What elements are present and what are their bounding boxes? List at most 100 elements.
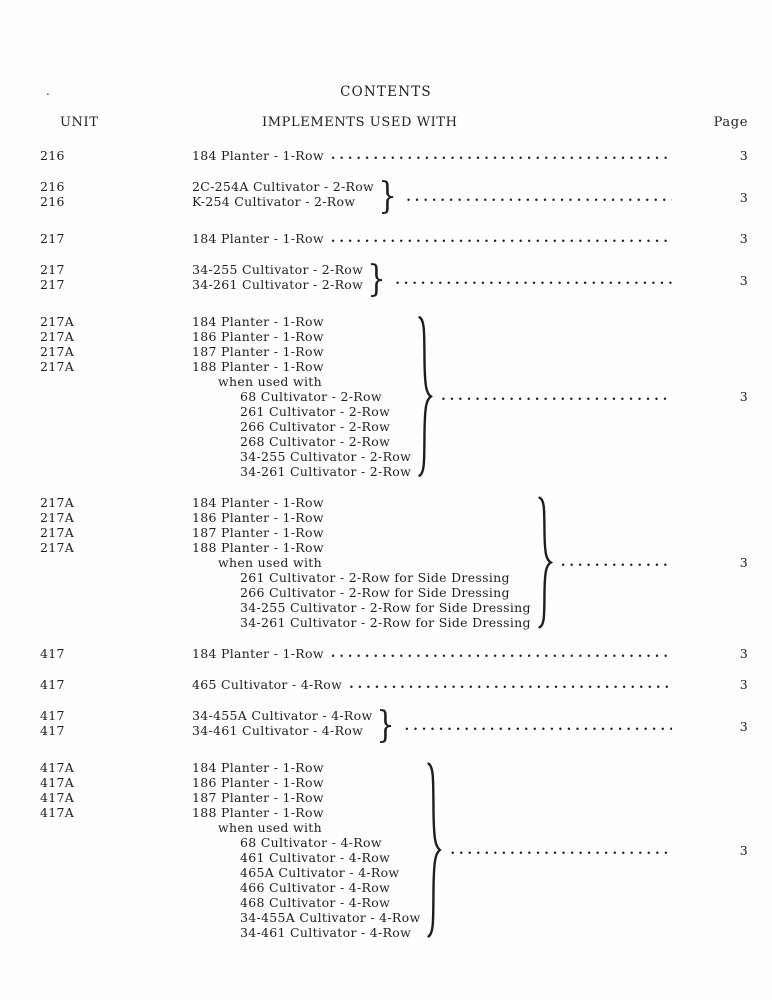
implement-line: 34-461 Cultivator - 4-Row	[240, 925, 412, 940]
table-row: 417 417 34-455A Cultivator - 4-Row 34-461 …	[40, 708, 748, 744]
implement-line: 466 Cultivator - 4-Row	[240, 880, 391, 895]
column-headers: UNIT IMPLEMENTS USED WITH Page	[40, 115, 748, 130]
page-title: CONTENTS	[340, 84, 432, 100]
dot-leader: ........................................…	[404, 718, 672, 734]
stray-ink-mark: .	[46, 84, 50, 98]
unit-column: 217A 217A 217A 217A	[40, 495, 192, 555]
implement-line: 266 Cultivator - 2-Row for Side Dressing	[240, 585, 510, 600]
unit-number: 417A	[40, 760, 75, 775]
page-number: 3	[739, 677, 748, 692]
unit-column: 216 216	[40, 179, 192, 209]
dot-leader: ........................................…	[395, 272, 672, 288]
implement-line: 465A Cultivator - 4-Row	[240, 865, 400, 880]
implement-column: 184 Planter - 1-Row 186 Planter - 1-Row 18…	[192, 760, 420, 940]
table-row: 216 184 Planter - 1-Row ................…	[40, 148, 748, 163]
unit-number: 417A	[40, 790, 75, 805]
page-number: 3	[739, 148, 748, 163]
unit-number: 216	[40, 179, 65, 194]
implement-column: 34-255 Cultivator - 2-Row 34-261 Cultivat…	[192, 262, 363, 292]
implement-line: 68 Cultivator - 2-Row	[240, 389, 382, 404]
unit-number: 216	[40, 148, 65, 163]
page-number: 3	[739, 189, 748, 205]
dot-leader: ........................................…	[450, 842, 672, 858]
implement-line: 34-461 Cultivator - 4-Row	[192, 723, 364, 738]
implement-line: 266 Cultivator - 2-Row	[240, 419, 391, 434]
unit-column: 217	[40, 231, 192, 246]
implement-column: 184 Planter - 1-Row 186 Planter - 1-Row 18…	[192, 495, 531, 630]
implement-column: 184 Planter - 1-Row	[192, 148, 324, 163]
curly-brace-icon: }	[378, 176, 397, 217]
implement-line: 187 Planter - 1-Row	[192, 525, 324, 540]
implement-line: 34-255 Cultivator - 2-Row for Side Dress…	[240, 600, 531, 615]
implement-line: 261 Cultivator - 2-Row	[240, 404, 391, 419]
implement-line: 461 Cultivator - 4-Row	[240, 850, 391, 865]
unit-number: 217	[40, 277, 65, 292]
implement-line: 261 Cultivator - 2-Row for Side Dressing	[240, 570, 510, 585]
dot-leader: ........................................…	[330, 231, 672, 246]
table-row: 216 216 2C-254A Cultivator - 2-Row K-254 C…	[40, 179, 748, 215]
unit-column: 217A 217A 217A 217A	[40, 314, 192, 374]
implement-line: 188 Planter - 1-Row	[192, 805, 324, 820]
dot-leader: ........................................…	[330, 148, 672, 163]
header-unit: UNIT	[60, 115, 99, 130]
unit-number: 217	[40, 262, 65, 277]
implement-line: 184 Planter - 1-Row	[192, 314, 324, 329]
implement-line: 184 Planter - 1-Row	[192, 148, 324, 163]
implement-line: 465 Cultivator - 4-Row	[192, 677, 343, 692]
unit-number: 217	[40, 231, 65, 246]
dot-leader: ........................................…	[330, 646, 672, 661]
implement-line: 184 Planter - 1-Row	[192, 231, 324, 246]
unit-number: 417	[40, 677, 65, 692]
page-number: 3	[739, 389, 748, 404]
implement-line: 34-455A Cultivator - 4-Row	[240, 910, 421, 925]
table-row: 217 184 Planter - 1-Row ................…	[40, 231, 748, 246]
unit-number: 417A	[40, 775, 75, 790]
curly-brace-icon	[425, 760, 443, 940]
implement-column: 184 Planter - 1-Row	[192, 231, 324, 246]
implement-line: 188 Planter - 1-Row	[192, 359, 324, 374]
curly-brace-icon: }	[376, 705, 396, 746]
unit-number: 217A	[40, 495, 75, 510]
header-implements: IMPLEMENTS USED WITH	[262, 115, 458, 130]
curly-brace-icon: }	[367, 259, 387, 300]
header-page: Page	[713, 115, 748, 130]
implement-column: 2C-254A Cultivator - 2-Row K-254 Cultivat…	[192, 179, 374, 209]
page-number: 3	[739, 646, 748, 661]
unit-column: 417	[40, 677, 192, 692]
unit-column: 417	[40, 646, 192, 661]
implement-line: 268 Cultivator - 2-Row	[240, 434, 391, 449]
unit-column: 217 217	[40, 262, 192, 292]
dot-leader: ........................................…	[441, 389, 672, 404]
implement-line: 186 Planter - 1-Row	[192, 510, 324, 525]
implement-line: 2C-254A Cultivator - 2-Row	[192, 179, 375, 194]
unit-column: 417A 417A 417A 417A	[40, 760, 192, 820]
page-number: 3	[739, 718, 748, 734]
implement-line: 34-255 Cultivator - 2-Row	[240, 449, 412, 464]
implement-line: 186 Planter - 1-Row	[192, 329, 324, 344]
table-row: 417 465 Cultivator - 4-Row .............…	[40, 677, 748, 692]
implement-line: 187 Planter - 1-Row	[192, 790, 324, 805]
implement-line: 184 Planter - 1-Row	[192, 760, 324, 775]
unit-column: 417 417	[40, 708, 192, 738]
unit-number: 217A	[40, 510, 75, 525]
table-row: 417A 417A 417A 417A 184 Planter - 1-Row 186 …	[40, 760, 748, 940]
unit-number: 417	[40, 723, 65, 738]
implement-line: 186 Planter - 1-Row	[192, 775, 324, 790]
unit-number: 417	[40, 646, 65, 661]
page-number: 3	[739, 272, 748, 288]
implement-column: 465 Cultivator - 4-Row	[192, 677, 342, 692]
dot-leader: ........................................…	[560, 555, 672, 570]
implement-line: 34-255 Cultivator - 2-Row	[192, 262, 364, 277]
implement-line: 34-261 Cultivator - 2-Row	[192, 277, 364, 292]
unit-number: 217A	[40, 540, 75, 555]
dot-leader: ........................................…	[406, 189, 672, 205]
implement-line: 34-455A Cultivator - 4-Row	[192, 708, 373, 723]
implement-line: 184 Planter - 1-Row	[192, 646, 324, 661]
page-number: 3	[739, 231, 748, 246]
unit-number: 217A	[40, 344, 75, 359]
unit-number: 217A	[40, 525, 75, 540]
table-row: 217 217 34-255 Cultivator - 2-Row 34-261 C…	[40, 262, 748, 298]
implement-line: 187 Planter - 1-Row	[192, 344, 324, 359]
implement-line: 184 Planter - 1-Row	[192, 495, 324, 510]
unit-number: 217A	[40, 329, 75, 344]
